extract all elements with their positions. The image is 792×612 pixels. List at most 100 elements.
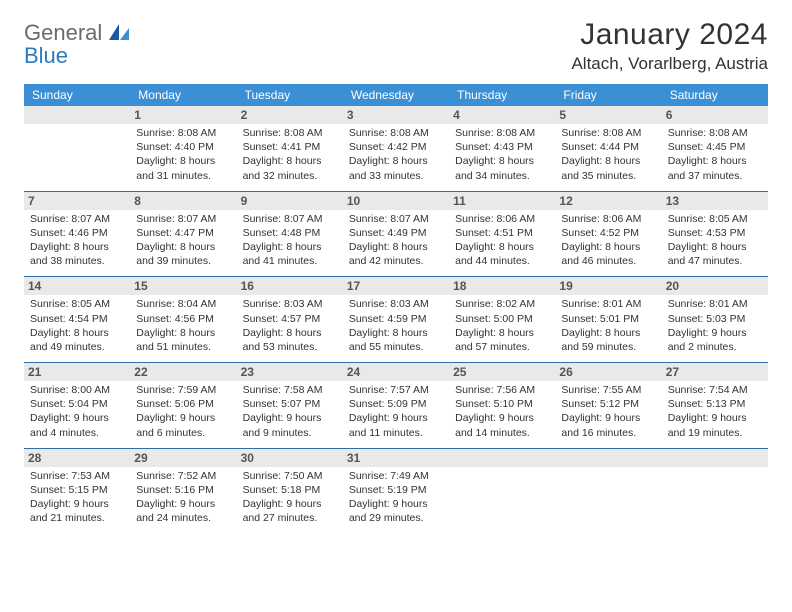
- day-number: 3: [343, 106, 449, 124]
- detail-line: Daylight: 8 hours: [243, 154, 337, 168]
- detail-line: Sunset: 5:01 PM: [561, 312, 655, 326]
- detail-line: and 4 minutes.: [30, 426, 124, 440]
- detail-line: Daylight: 8 hours: [136, 154, 230, 168]
- detail-line: Sunrise: 8:08 AM: [136, 126, 230, 140]
- day-details: Sunrise: 8:03 AMSunset: 4:57 PMDaylight:…: [243, 297, 337, 354]
- logo-word1: General: [24, 20, 102, 45]
- detail-line: Sunrise: 8:03 AM: [349, 297, 443, 311]
- detail-line: Sunset: 5:19 PM: [349, 483, 443, 497]
- day-details: Sunrise: 8:08 AMSunset: 4:41 PMDaylight:…: [243, 126, 337, 183]
- detail-line: Daylight: 8 hours: [349, 326, 443, 340]
- detail-line: Sunset: 5:07 PM: [243, 397, 337, 411]
- detail-line: Sunset: 5:03 PM: [668, 312, 762, 326]
- detail-line: Sunset: 4:54 PM: [30, 312, 124, 326]
- detail-line: Sunset: 5:15 PM: [30, 483, 124, 497]
- detail-line: Sunrise: 8:05 AM: [30, 297, 124, 311]
- detail-line: Sunrise: 8:06 AM: [561, 212, 655, 226]
- detail-line: Sunset: 5:09 PM: [349, 397, 443, 411]
- detail-line: Sunrise: 8:07 AM: [349, 212, 443, 226]
- day-number: 9: [237, 192, 343, 210]
- day-details: Sunrise: 7:53 AMSunset: 5:15 PMDaylight:…: [30, 469, 124, 526]
- day-number: [24, 106, 130, 124]
- day-details: Sunrise: 8:05 AMSunset: 4:54 PMDaylight:…: [30, 297, 124, 354]
- detail-line: Daylight: 8 hours: [136, 326, 230, 340]
- detail-line: and 53 minutes.: [243, 340, 337, 354]
- day-number: 12: [555, 192, 661, 210]
- day-cell: 9Sunrise: 8:07 AMSunset: 4:48 PMDaylight…: [237, 191, 343, 277]
- detail-line: Sunset: 4:59 PM: [349, 312, 443, 326]
- day-details: Sunrise: 8:04 AMSunset: 4:56 PMDaylight:…: [136, 297, 230, 354]
- day-number: 13: [662, 192, 768, 210]
- day-cell: 18Sunrise: 8:02 AMSunset: 5:00 PMDayligh…: [449, 277, 555, 363]
- day-number: 21: [24, 363, 130, 381]
- day-number: 6: [662, 106, 768, 124]
- week-row: 14Sunrise: 8:05 AMSunset: 4:54 PMDayligh…: [24, 277, 768, 363]
- day-cell: [24, 106, 130, 191]
- day-details: Sunrise: 8:05 AMSunset: 4:53 PMDaylight:…: [668, 212, 762, 269]
- day-cell: [662, 448, 768, 533]
- detail-line: Sunrise: 8:08 AM: [243, 126, 337, 140]
- detail-line: and 35 minutes.: [561, 169, 655, 183]
- day-number: 20: [662, 277, 768, 295]
- day-header: Monday: [130, 84, 236, 106]
- week-row: 21 Sunrise: 8:00 AMSunset: 5:04 PMDayligh…: [24, 363, 768, 449]
- detail-line: Sunrise: 7:55 AM: [561, 383, 655, 397]
- detail-line: Daylight: 8 hours: [349, 154, 443, 168]
- day-number: [555, 449, 661, 467]
- logo-sail-icon: [109, 27, 129, 44]
- detail-line: Sunset: 4:53 PM: [668, 226, 762, 240]
- day-number: 22: [130, 363, 236, 381]
- day-number: [449, 449, 555, 467]
- day-number: 11: [449, 192, 555, 210]
- detail-line: and 49 minutes.: [30, 340, 124, 354]
- header: General Blue January 2024 Altach, Vorarl…: [24, 18, 768, 74]
- day-cell: 6Sunrise: 8:08 AMSunset: 4:45 PMDaylight…: [662, 106, 768, 191]
- day-number: 16: [237, 277, 343, 295]
- detail-line: and 2 minutes.: [668, 340, 762, 354]
- detail-line: Sunrise: 7:58 AM: [243, 383, 337, 397]
- day-details: Sunrise: 8:02 AMSunset: 5:00 PMDaylight:…: [455, 297, 549, 354]
- detail-line: Daylight: 9 hours: [561, 411, 655, 425]
- detail-line: Daylight: 8 hours: [668, 240, 762, 254]
- detail-line: Daylight: 9 hours: [136, 411, 230, 425]
- detail-line: Sunset: 5:04 PM: [30, 397, 124, 411]
- detail-line: Sunset: 4:49 PM: [349, 226, 443, 240]
- detail-line: Daylight: 8 hours: [561, 326, 655, 340]
- day-number: 19: [555, 277, 661, 295]
- day-cell: 15Sunrise: 8:04 AMSunset: 4:56 PMDayligh…: [130, 277, 236, 363]
- detail-line: Sunset: 4:42 PM: [349, 140, 443, 154]
- week-row: 1Sunrise: 8:08 AMSunset: 4:40 PMDaylight…: [24, 106, 768, 191]
- day-details: Sunrise: 8:00 AMSunset: 5:04 PMDaylight:…: [30, 383, 124, 440]
- detail-line: Sunrise: 7:52 AM: [136, 469, 230, 483]
- detail-line: and 9 minutes.: [243, 426, 337, 440]
- day-details: Sunrise: 8:08 AMSunset: 4:42 PMDaylight:…: [349, 126, 443, 183]
- detail-line: Sunrise: 7:59 AM: [136, 383, 230, 397]
- detail-line: Daylight: 9 hours: [243, 497, 337, 511]
- detail-line: Sunrise: 8:06 AM: [455, 212, 549, 226]
- day-cell: 4 Sunrise: 8:08 AMSunset: 4:43 PMDaylight…: [449, 106, 555, 191]
- day-number: 4: [449, 106, 555, 124]
- day-details: Sunrise: 8:08 AMSunset: 4:43 PMDaylight:…: [455, 126, 549, 183]
- detail-line: Daylight: 8 hours: [455, 154, 549, 168]
- detail-line: Sunset: 5:12 PM: [561, 397, 655, 411]
- day-cell: 16 Sunrise: 8:03 AMSunset: 4:57 PMDayligh…: [237, 277, 343, 363]
- detail-line: Sunset: 4:40 PM: [136, 140, 230, 154]
- day-number: 10: [343, 192, 449, 210]
- day-details: Sunrise: 8:08 AMSunset: 4:44 PMDaylight:…: [561, 126, 655, 183]
- day-number: 23: [237, 363, 343, 381]
- detail-line: and 34 minutes.: [455, 169, 549, 183]
- detail-line: Daylight: 8 hours: [561, 154, 655, 168]
- detail-line: and 29 minutes.: [349, 511, 443, 525]
- detail-line: and 44 minutes.: [455, 254, 549, 268]
- day-cell: 20Sunrise: 8:01 AMSunset: 5:03 PMDayligh…: [662, 277, 768, 363]
- day-header-row: Sunday Monday Tuesday Wednesday Thursday…: [24, 84, 768, 106]
- detail-line: Sunrise: 8:08 AM: [455, 126, 549, 140]
- day-number: 27: [662, 363, 768, 381]
- detail-line: and 41 minutes.: [243, 254, 337, 268]
- detail-line: Sunset: 5:00 PM: [455, 312, 549, 326]
- detail-line: and 37 minutes.: [668, 169, 762, 183]
- detail-line: Daylight: 9 hours: [243, 411, 337, 425]
- detail-line: Sunset: 5:16 PM: [136, 483, 230, 497]
- day-cell: 8Sunrise: 8:07 AMSunset: 4:47 PMDaylight…: [130, 191, 236, 277]
- day-cell: 10Sunrise: 8:07 AMSunset: 4:49 PMDayligh…: [343, 191, 449, 277]
